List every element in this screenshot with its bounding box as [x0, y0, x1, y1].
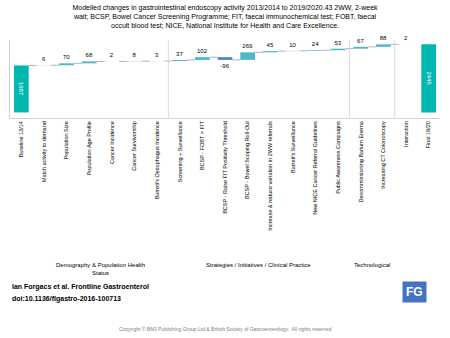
- svg-text:Population Age Profile: Population Age Profile: [86, 121, 92, 175]
- svg-text:Decommissioning Barium Enema: Decommissioning Barium Enema: [358, 120, 364, 202]
- svg-text:Baseline 13/14: Baseline 13/14: [18, 121, 24, 157]
- svg-text:88: 88: [380, 35, 387, 41]
- svg-text:BCSP - Bowel Scoping Roll-Out: BCSP - Bowel Scoping Roll-Out: [244, 121, 250, 199]
- svg-text:-96: -96: [220, 63, 229, 69]
- svg-text:Cancer Incidence: Cancer Incidence: [109, 121, 115, 164]
- svg-text:Strategies / Initiatives / Cli: Strategies / Initiatives / Clinical Prac…: [206, 262, 311, 268]
- svg-text:6: 6: [42, 56, 46, 62]
- svg-text:2: 2: [110, 52, 114, 58]
- svg-text:Barrett's Oesophagus Incidence: Barrett's Oesophagus Incidence: [154, 121, 160, 199]
- svg-text:New NICE Cancer Referral Guide: New NICE Cancer Referral Guidelines: [312, 121, 318, 215]
- svg-text:Demography & Population Health: Demography & Population HealthStatus: [56, 262, 145, 276]
- svg-text:FG: FG: [406, 285, 423, 299]
- svg-text:70: 70: [63, 54, 70, 60]
- svg-text:68: 68: [86, 52, 93, 58]
- svg-text:Increase & reduce variation in: Increase & reduce variation in 2WW refer…: [267, 121, 273, 231]
- svg-text:45: 45: [267, 42, 274, 48]
- svg-text:doi:10.1136/flgastro-2016-1007: doi:10.1136/flgastro-2016-100713: [12, 295, 121, 303]
- svg-text:67: 67: [357, 38, 364, 44]
- svg-text:37: 37: [176, 51, 183, 57]
- svg-text:102: 102: [197, 48, 208, 54]
- svg-text:1687: 1687: [18, 82, 24, 96]
- svg-text:Increasing CT Colonoscopy: Increasing CT Colonoscopy: [380, 121, 386, 189]
- svg-text:Public Awareness Campaigns: Public Awareness Campaigns: [335, 121, 341, 194]
- svg-text:2445: 2445: [426, 71, 432, 85]
- svg-text:Barrett's Surveillance: Barrett's Surveillance: [290, 121, 296, 173]
- svg-text:Interaction: Interaction: [403, 121, 409, 147]
- svg-text:Ian Forgacs et al. Frontline G: Ian Forgacs et al. Frontline Gastroenter…: [12, 283, 149, 291]
- svg-text:269: 269: [242, 43, 253, 49]
- svg-text:Population Size: Population Size: [63, 121, 69, 159]
- svg-text:Technological: Technological: [354, 262, 390, 268]
- svg-text:Cancer Survivorship: Cancer Survivorship: [131, 121, 137, 171]
- svg-text:Final 19/20: Final 19/20: [425, 121, 431, 148]
- svg-text:Copyright © BMJ Publishing Gro: Copyright © BMJ Publishing Group Ltd & B…: [119, 326, 332, 332]
- svg-text:8: 8: [132, 52, 136, 58]
- svg-text:BCSP - Raise FIT Positivity Th: BCSP - Raise FIT Positivity Threshold: [222, 121, 228, 214]
- svg-text:BCSP - FOBT > FIT: BCSP - FOBT > FIT: [199, 121, 205, 170]
- svg-text:Screening + Surveillance: Screening + Surveillance: [177, 121, 183, 182]
- svg-text:Modelled changes in gastrointe: Modelled changes in gastrointestinal end…: [72, 4, 378, 29]
- svg-text:24: 24: [312, 41, 319, 47]
- svg-text:3: 3: [155, 52, 159, 58]
- svg-text:Match activity to demand: Match activity to demand: [41, 121, 47, 182]
- svg-text:2: 2: [404, 35, 408, 41]
- svg-text:10: 10: [289, 42, 296, 48]
- svg-text:53: 53: [334, 40, 341, 46]
